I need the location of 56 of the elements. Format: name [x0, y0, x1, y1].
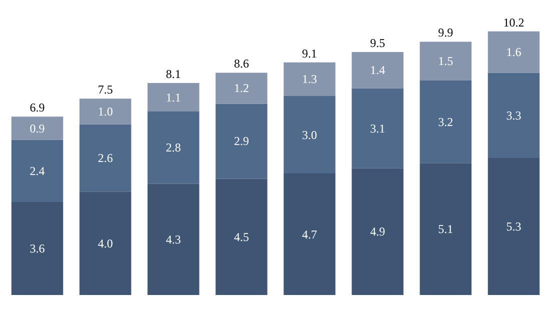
data-label: 1.1	[166, 90, 181, 104]
bar	[488, 158, 540, 295]
total-label: 7.5	[98, 82, 113, 97]
bar	[11, 202, 64, 295]
bar	[216, 72, 268, 104]
bar	[488, 72, 540, 158]
bar	[79, 192, 132, 295]
data-label: 1.6	[506, 45, 522, 60]
bar	[216, 178, 268, 295]
bar	[352, 52, 404, 88]
data-label: 4.3	[166, 232, 181, 246]
data-label: 2.8	[166, 140, 181, 155]
total-label: 9.9	[438, 26, 454, 40]
data-label: 0.9	[30, 121, 45, 136]
bar	[79, 98, 132, 124]
bar	[216, 104, 268, 179]
bar	[352, 168, 404, 295]
bar	[352, 88, 404, 168]
data-label: 5.3	[506, 220, 522, 234]
total-label: 8.6	[234, 56, 249, 71]
total-label: 8.1	[166, 67, 181, 82]
total-label: 6.9	[30, 100, 45, 115]
bar	[284, 96, 336, 174]
bar	[420, 42, 472, 80]
data-label: 2.4	[30, 164, 45, 178]
total-label: 10.2	[503, 15, 524, 30]
data-label: 4.7	[302, 227, 318, 242]
bar	[420, 163, 472, 295]
data-label: 3.0	[302, 128, 318, 142]
total-label: 9.1	[302, 46, 318, 60]
bar	[488, 31, 540, 73]
data-label: 3.1	[370, 121, 386, 136]
bar	[11, 116, 64, 140]
bar	[79, 124, 132, 192]
data-label: 1.0	[98, 104, 113, 118]
bar	[420, 80, 472, 164]
data-label: 1.4	[370, 63, 386, 78]
data-label: 3.6	[30, 241, 45, 256]
data-label: 4.9	[370, 224, 386, 239]
data-label: 2.9	[234, 134, 249, 148]
data-label: 3.2	[438, 114, 454, 129]
bar	[148, 111, 200, 184]
bar	[148, 184, 200, 295]
total-label: 9.5	[370, 36, 386, 50]
bar	[284, 174, 336, 295]
bar	[284, 62, 336, 96]
data-label: 1.5	[438, 54, 454, 68]
data-label: 5.1	[438, 222, 454, 236]
data-label: 4.5	[234, 230, 249, 244]
data-label: 3.3	[506, 108, 522, 122]
data-label: 1.3	[302, 72, 318, 86]
bar	[148, 83, 200, 112]
data-label: 1.2	[234, 81, 249, 96]
bar	[11, 140, 64, 202]
data-label: 4.0	[98, 236, 113, 250]
data-label: 2.6	[98, 151, 113, 166]
